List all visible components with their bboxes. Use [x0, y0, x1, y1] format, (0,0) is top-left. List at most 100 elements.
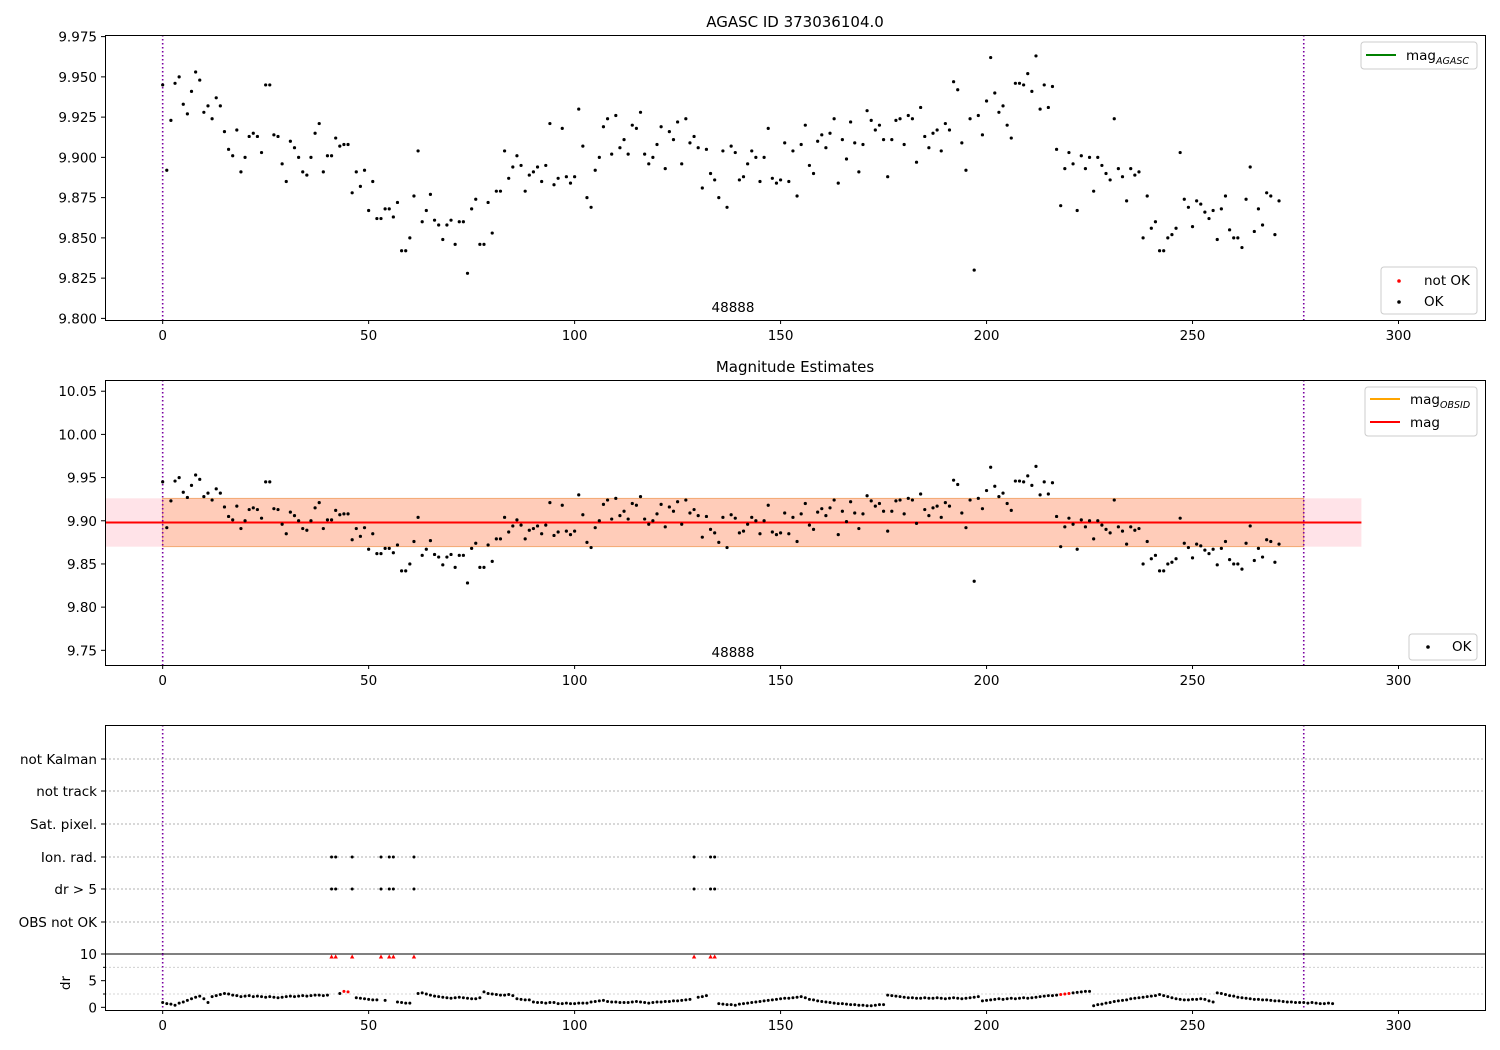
dr-point [268, 995, 272, 999]
data-point-ok [383, 207, 387, 211]
data-point-ok [313, 131, 317, 135]
data-point-ok [305, 528, 309, 532]
dr-point [214, 994, 218, 998]
flag-marker [709, 887, 713, 891]
dr-point [1104, 1001, 1108, 1005]
data-point-ok [350, 191, 354, 195]
dr-point [1166, 995, 1170, 999]
dr-point [1211, 1000, 1215, 1004]
data-point-ok [894, 118, 898, 122]
dr-point [783, 996, 787, 1000]
data-point-ok [507, 530, 511, 534]
dr-point [832, 1001, 836, 1005]
data-point-ok [1137, 526, 1141, 531]
data-point-ok [1046, 492, 1050, 496]
data-point-ok [494, 189, 498, 193]
dr-point [606, 999, 610, 1003]
data-point-ok [647, 522, 651, 526]
dr-point [1096, 1003, 1100, 1007]
x-tick-label: 100 [562, 673, 588, 689]
data-point-ok [169, 499, 173, 503]
panel-flags: not Kalman not track Sat. pixel. Ion. rad. d… [19, 725, 1485, 955]
dr-point [589, 1000, 593, 1004]
dr-point [671, 999, 675, 1003]
data-point-ok [758, 179, 762, 184]
dr-point [490, 992, 494, 996]
data-point-ok [198, 477, 202, 481]
data-point-ok [729, 144, 733, 148]
dr-point [383, 998, 387, 1002]
dr-point [247, 994, 251, 998]
data-point-ok [943, 501, 947, 505]
dr-point [886, 993, 890, 997]
data-point-ok [597, 519, 601, 523]
data-point-ok [1178, 516, 1182, 520]
data-point-ok [540, 179, 544, 184]
data-point-ok [210, 498, 214, 502]
dr-point [803, 996, 807, 1000]
data-point-ok [272, 507, 276, 511]
data-point-ok [478, 565, 482, 570]
data-point-ok [1059, 545, 1063, 549]
data-point-ok [1265, 538, 1269, 542]
x-tick-label: 0 [158, 673, 167, 689]
x-tick-label: 0 [158, 328, 167, 344]
data-point-ok [284, 532, 288, 536]
data-point-ok [1116, 525, 1120, 529]
dr-point [737, 1002, 741, 1006]
dr-point [321, 994, 325, 998]
dr-point [235, 994, 239, 998]
dr-point [956, 996, 960, 1000]
dr-point [1294, 1001, 1298, 1005]
data-point-ok [655, 142, 659, 147]
data-point-ok [700, 186, 704, 190]
data-point-ok [507, 176, 511, 180]
x-tick-label: 250 [1180, 1018, 1206, 1034]
dr-point [449, 996, 453, 1000]
dr-point [1261, 998, 1265, 1002]
dr-point [461, 996, 465, 1000]
y-tick-label: 9.875 [58, 191, 97, 207]
data-point-ok [1190, 556, 1195, 560]
data-point-ok [548, 501, 552, 505]
data-point-ok [807, 523, 812, 527]
data-point-ok [1157, 569, 1162, 573]
data-point-ok [1030, 483, 1034, 487]
data-point-ok [161, 83, 165, 87]
data-point-ok [1203, 210, 1207, 214]
data-point-ok [556, 530, 560, 534]
dr-point [1281, 999, 1285, 1003]
data-point-ok [1240, 245, 1244, 250]
data-point-ok [803, 123, 807, 127]
dr-point [610, 1000, 614, 1004]
dr-point [601, 998, 605, 1002]
data-point-ok [173, 479, 177, 483]
dr-point [1067, 991, 1071, 995]
data-point-ok [1067, 150, 1071, 155]
flag-marker [692, 887, 696, 891]
data-point-ok [502, 149, 507, 153]
data-point-ok [247, 134, 251, 139]
dr-point [696, 995, 700, 999]
data-point-ok [1067, 516, 1071, 520]
dr-point [177, 1001, 181, 1005]
data-point-ok [857, 170, 861, 174]
data-point-ok [387, 546, 391, 551]
data-point-ok [869, 118, 873, 122]
data-point-ok [535, 524, 540, 528]
dr-point [593, 999, 597, 1003]
data-point-ok [997, 110, 1001, 114]
dr-point [301, 994, 305, 998]
dr-point [363, 997, 367, 1001]
data-point-ok [943, 121, 947, 126]
dr-point [820, 999, 824, 1003]
dr-point [1203, 997, 1207, 1001]
dr-point [1092, 1004, 1096, 1008]
legend-box [1380, 266, 1478, 315]
data-point-ok [198, 78, 202, 82]
legend-not-ok-marker [1397, 279, 1401, 283]
data-point-ok [956, 482, 960, 487]
data-point-ok [956, 88, 960, 92]
legend-not-ok-label: not OK [1424, 273, 1471, 289]
data-point-ok [634, 503, 639, 507]
